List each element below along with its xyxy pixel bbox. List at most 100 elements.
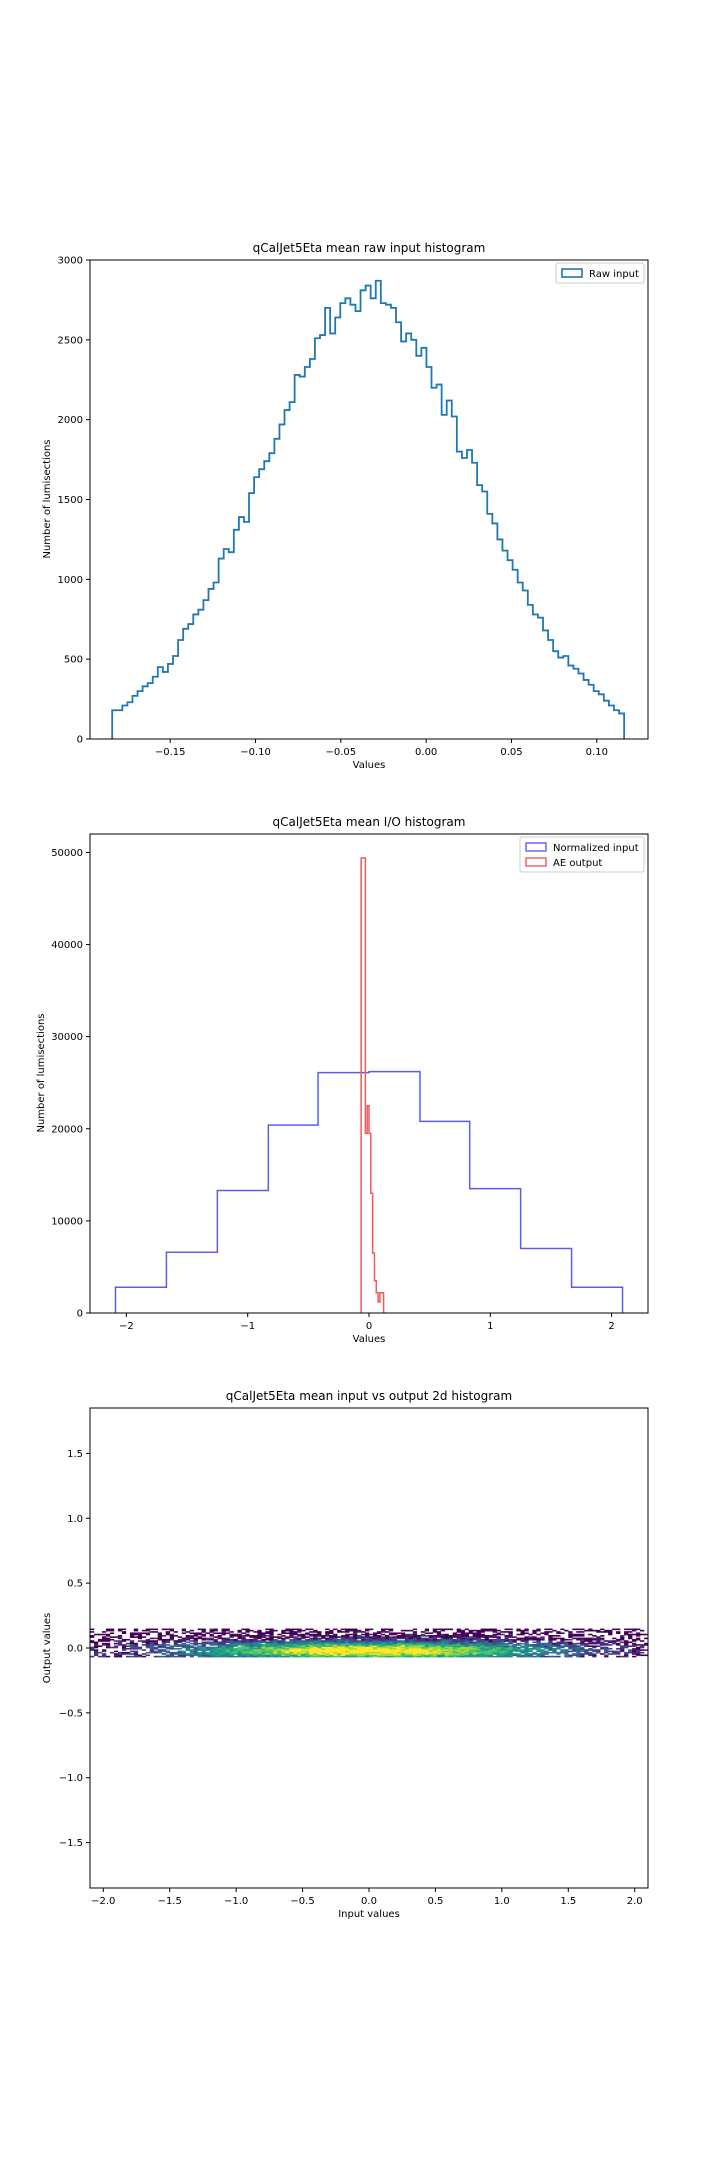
heatmap-cell <box>177 1648 182 1650</box>
heatmap-cell <box>476 1651 481 1654</box>
heatmap-cell <box>396 1645 402 1648</box>
heatmap-cell <box>528 1648 533 1650</box>
heatmap-cell <box>540 1655 545 1658</box>
heatmap-cell <box>341 1654 346 1657</box>
heatmap-cell <box>448 1645 453 1648</box>
heatmap-cell <box>253 1638 258 1641</box>
heatmap-cell <box>313 1640 318 1642</box>
heatmap-cell <box>233 1638 238 1641</box>
heatmap-cell <box>257 1633 262 1636</box>
heatmap-cell <box>508 1653 513 1655</box>
heatmap-cell <box>568 1654 573 1657</box>
heatmap-cell <box>472 1642 477 1645</box>
heatmap-cell <box>149 1628 155 1631</box>
heatmap-cell <box>117 1651 123 1654</box>
heatmap-cell <box>632 1644 637 1646</box>
heatmap-cell <box>480 1636 485 1638</box>
heatmap-cell <box>237 1653 242 1655</box>
x-axis-label: Values <box>353 1334 386 1345</box>
heatmap-cell <box>568 1645 573 1648</box>
heatmap-cell <box>404 1637 410 1640</box>
heatmap-cell <box>285 1650 290 1653</box>
heatmap-cell <box>388 1649 394 1651</box>
heatmap-cell <box>317 1655 322 1658</box>
heatmap-cell <box>380 1654 386 1657</box>
heatmap-cell <box>484 1646 489 1649</box>
heatmap-cell <box>349 1629 354 1632</box>
series-normalized-input-step <box>114 1070 624 1313</box>
heatmap-cell <box>488 1638 493 1641</box>
heatmap-cell <box>372 1646 378 1649</box>
heatmap-cell <box>620 1648 625 1650</box>
heatmap-cell <box>588 1645 593 1648</box>
heatmap-cell <box>161 1628 167 1631</box>
heatmap-cell <box>353 1628 358 1631</box>
heatmap-cell <box>165 1641 171 1644</box>
heatmap-cell <box>432 1646 438 1649</box>
heatmap-cell <box>460 1649 465 1651</box>
heatmap-cell <box>245 1650 250 1653</box>
heatmap-cell <box>225 1645 230 1648</box>
heatmap-cell <box>141 1644 147 1646</box>
heatmap-cell <box>313 1650 318 1653</box>
heatmap-cell <box>468 1632 473 1635</box>
heatmap-cell <box>612 1651 617 1654</box>
heatmap-cell <box>492 1641 497 1644</box>
heatmap-cell <box>349 1646 354 1649</box>
heatmap-cell <box>476 1632 481 1635</box>
heatmap-cell <box>345 1644 350 1646</box>
heatmap-cell <box>460 1653 465 1655</box>
heatmap-cell <box>133 1632 139 1635</box>
heatmap-cell <box>400 1629 406 1632</box>
heatmap-cell <box>297 1655 302 1658</box>
heatmap-cell <box>345 1641 350 1644</box>
heatmap-cell <box>448 1653 453 1655</box>
heatmap-cell <box>432 1648 438 1650</box>
heatmap-cell <box>129 1633 135 1636</box>
heatmap-cell <box>129 1648 135 1650</box>
heatmap-cell <box>580 1637 585 1640</box>
heatmap-cell <box>380 1629 386 1632</box>
heatmap-cell <box>341 1636 346 1638</box>
heatmap-cell <box>201 1642 206 1645</box>
heatmap-cell <box>376 1653 382 1655</box>
heatmap-cell <box>345 1650 350 1653</box>
heatmap-cell <box>388 1641 394 1644</box>
heatmap-cell <box>564 1649 569 1651</box>
heatmap-cell <box>253 1649 258 1651</box>
heatmap-cell <box>277 1637 282 1640</box>
heatmap-cell <box>412 1641 418 1644</box>
heatmap-cell <box>209 1633 214 1636</box>
heatmap-cell <box>624 1645 629 1648</box>
y-tick-label: 0.0 <box>67 1644 83 1655</box>
heatmap-cell <box>341 1651 346 1654</box>
heatmap-cell <box>464 1638 469 1641</box>
heatmap-cell <box>90 1648 95 1650</box>
heatmap-cell <box>349 1644 354 1646</box>
heatmap-cell <box>480 1638 485 1641</box>
heatmap-cell <box>157 1651 163 1654</box>
heatmap-cell <box>90 1655 95 1658</box>
heatmap-cell <box>636 1628 641 1631</box>
heatmap-cell <box>321 1653 326 1655</box>
heatmap-cell <box>616 1644 621 1646</box>
heatmap-cell <box>253 1644 258 1646</box>
heatmap-cell <box>217 1651 222 1654</box>
heatmap-cell <box>408 1640 414 1642</box>
heatmap-cell <box>293 1642 298 1645</box>
heatmap-cell <box>556 1642 561 1645</box>
heatmap-cell <box>361 1650 366 1653</box>
heatmap-cell <box>420 1645 426 1648</box>
heatmap-cell <box>261 1654 266 1657</box>
heatmap-cell <box>504 1648 509 1650</box>
heatmap-cell <box>628 1649 633 1651</box>
heatmap-cell <box>337 1655 342 1658</box>
heatmap-cell <box>520 1632 525 1635</box>
heatmap-cell <box>484 1629 489 1632</box>
heatmap-cell <box>436 1632 442 1635</box>
heatmap-cell <box>620 1638 625 1641</box>
heatmap-cell <box>384 1631 390 1633</box>
heatmap-cell <box>185 1637 190 1640</box>
heatmap-cell <box>189 1637 194 1640</box>
